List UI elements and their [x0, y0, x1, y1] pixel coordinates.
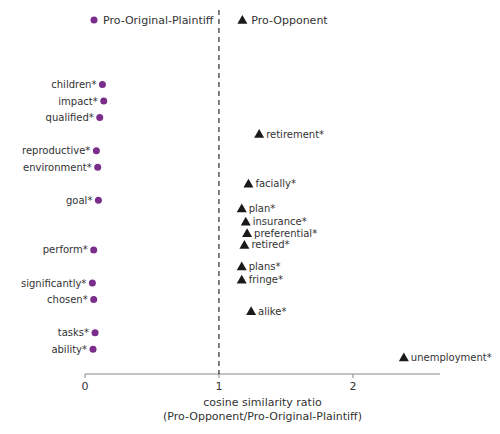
plot-area: [89, 10, 409, 374]
point: [237, 204, 247, 213]
point: [100, 98, 107, 105]
x-axis: [85, 374, 440, 375]
point-label: significantly*: [21, 278, 86, 289]
chart: 0 1 2 cosine similarity ratio(Pro-Opponent/…: [0, 0, 500, 434]
legend-entry: Pro-Original-Plaintiff: [103, 14, 214, 27]
legend: Pro-Original-Plaintiff Pro-Opponent: [91, 14, 329, 27]
point-label: goal*: [66, 195, 92, 206]
point-label: facially*: [255, 178, 296, 189]
point: [93, 147, 100, 154]
x-tick-label: 1: [215, 380, 222, 393]
reference-line: [218, 10, 219, 374]
point: [89, 280, 96, 287]
point-label: chosen*: [47, 294, 88, 305]
point-labels: children* impact* qualified* reproductive* e…: [21, 79, 492, 363]
point: [95, 197, 102, 204]
x-axis-label-line: cosine similarity ratio: [203, 396, 322, 409]
point-label: environment*: [23, 162, 92, 173]
point-label: insurance*: [253, 216, 307, 227]
legend-entry: Pro-Opponent: [251, 14, 328, 27]
point-label: impact*: [58, 96, 97, 107]
point: [254, 129, 264, 138]
point-label: reproductive*: [22, 145, 90, 156]
point-label: alike*: [258, 306, 286, 317]
x-tick-label: 2: [349, 380, 356, 393]
point: [237, 275, 247, 284]
point: [237, 261, 247, 270]
point: [94, 164, 101, 171]
point: [99, 81, 106, 88]
point-label: qualified*: [46, 112, 94, 123]
point: [239, 240, 249, 249]
legend-marker: [91, 17, 98, 24]
point-label: plans*: [249, 261, 281, 272]
point-label: retired*: [251, 239, 289, 250]
point-label: plan*: [249, 203, 276, 214]
point-label: perform*: [43, 244, 88, 255]
point: [246, 306, 256, 315]
legend-marker: [237, 15, 247, 24]
point: [242, 228, 252, 237]
point: [90, 246, 97, 253]
x-axis-label-line: (Pro-Opponent/Pro-Original-Plaintiff): [163, 410, 362, 423]
point-label: fringe*: [249, 274, 283, 285]
point-label: children*: [51, 79, 96, 90]
point-label: unemployment*: [411, 352, 492, 363]
point: [241, 217, 251, 226]
point-label: preferential*: [254, 228, 317, 239]
point-label: tasks*: [58, 327, 89, 338]
point-label: ability*: [51, 344, 87, 355]
point: [90, 296, 97, 303]
x-tick-label: 0: [82, 380, 89, 393]
point: [92, 329, 99, 336]
x-tick: [218, 374, 219, 378]
point: [243, 179, 253, 188]
point: [96, 114, 103, 121]
point: [399, 352, 409, 361]
point-label: retirement*: [266, 129, 324, 140]
x-axis-label: cosine similarity ratio(Pro-Opponent/Pro…: [163, 396, 362, 423]
x-tick: [352, 374, 353, 378]
x-tick: [85, 374, 86, 378]
point: [90, 346, 97, 353]
